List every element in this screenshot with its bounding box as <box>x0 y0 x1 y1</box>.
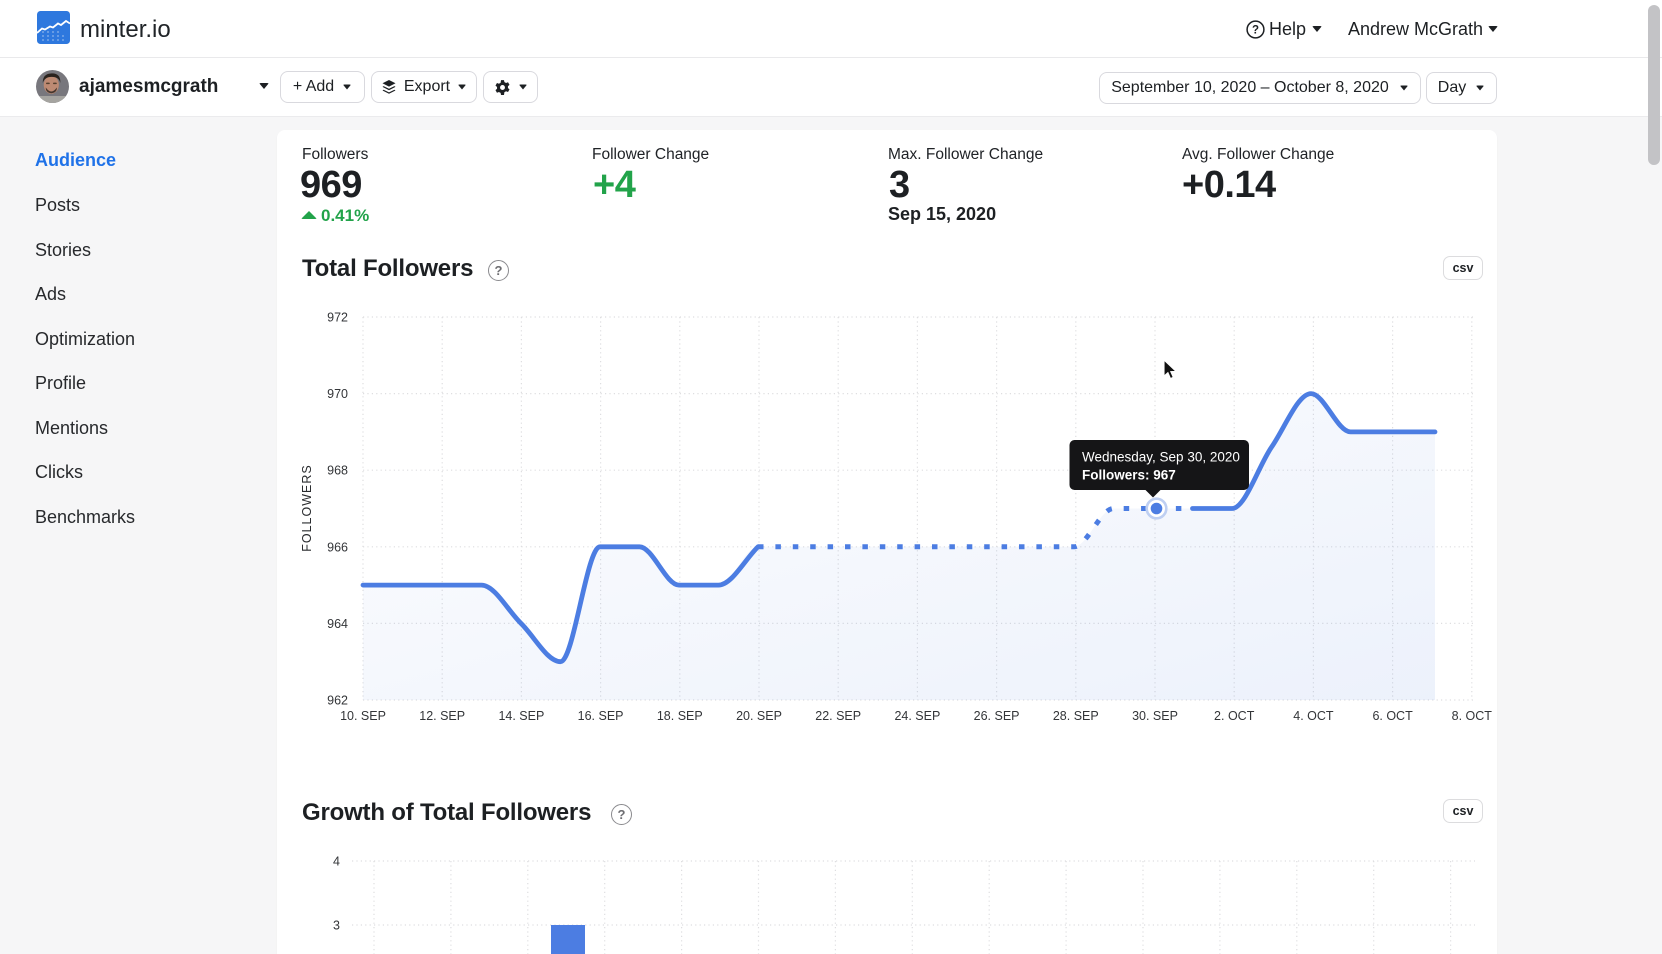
svg-text:972: 972 <box>327 311 348 325</box>
svg-text:968: 968 <box>327 464 348 478</box>
svg-text:18. SEP: 18. SEP <box>657 709 703 723</box>
svg-text:26. SEP: 26. SEP <box>974 709 1020 723</box>
svg-text:28. SEP: 28. SEP <box>1053 709 1099 723</box>
svg-text:FOLLOWERS: FOLLOWERS <box>300 464 314 552</box>
svg-text:22. SEP: 22. SEP <box>815 709 861 723</box>
svg-text:4. OCT: 4. OCT <box>1293 709 1334 723</box>
svg-text:16. SEP: 16. SEP <box>578 709 624 723</box>
svg-text:3: 3 <box>333 919 340 933</box>
svg-text:12. SEP: 12. SEP <box>419 709 465 723</box>
svg-text:970: 970 <box>327 387 348 401</box>
svg-text:2. OCT: 2. OCT <box>1214 709 1255 723</box>
svg-text:14. SEP: 14. SEP <box>498 709 544 723</box>
svg-text:966: 966 <box>327 540 348 554</box>
svg-text:10. SEP: 10. SEP <box>340 709 386 723</box>
svg-text:20. SEP: 20. SEP <box>736 709 782 723</box>
svg-text:24. SEP: 24. SEP <box>894 709 940 723</box>
svg-text:964: 964 <box>327 617 348 631</box>
svg-text:Followers: 967: Followers: 967 <box>1082 468 1176 483</box>
svg-text:962: 962 <box>327 694 348 708</box>
svg-text:Wednesday, Sep 30, 2020: Wednesday, Sep 30, 2020 <box>1082 450 1240 465</box>
svg-text:30. SEP: 30. SEP <box>1132 709 1178 723</box>
svg-text:6. OCT: 6. OCT <box>1372 709 1413 723</box>
svg-text:8. OCT: 8. OCT <box>1452 709 1493 723</box>
svg-text:4: 4 <box>333 855 340 869</box>
svg-text:?: ? <box>1252 24 1259 36</box>
